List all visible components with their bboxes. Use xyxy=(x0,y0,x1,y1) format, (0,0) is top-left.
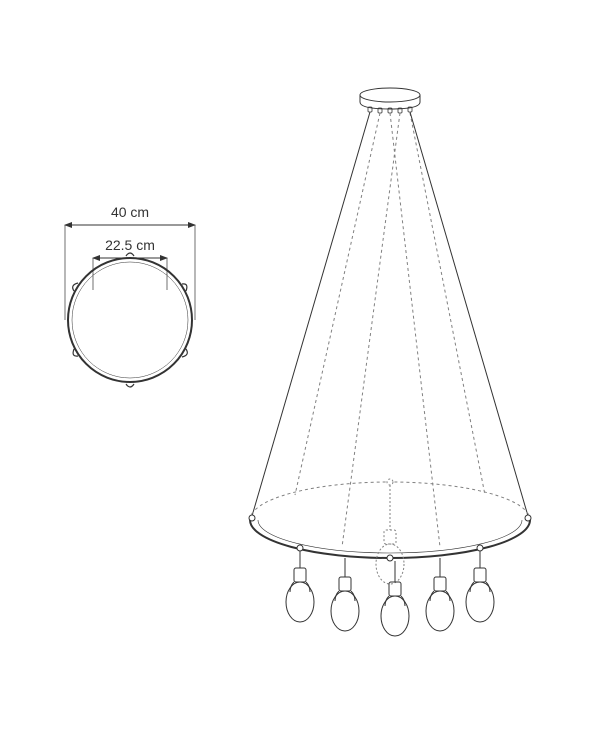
top-view: 40 cm 22.5 cm xyxy=(65,204,195,387)
technical-diagram: 40 cm 22.5 cm xyxy=(0,0,600,745)
perspective-view xyxy=(249,88,531,636)
outer-diameter-label: 40 cm xyxy=(111,204,149,220)
inner-diameter-label: 22.5 cm xyxy=(105,237,155,253)
